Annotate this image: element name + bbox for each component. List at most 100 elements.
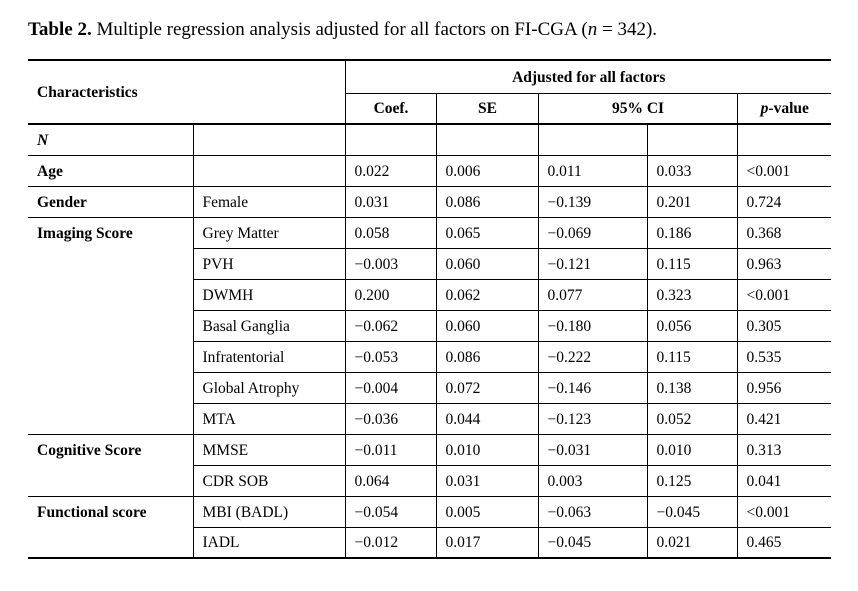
- table-caption-n: n: [587, 19, 598, 40]
- table-caption-text-end: = 342).: [597, 19, 658, 40]
- cell-coef: −0.012: [344, 526, 437, 559]
- cell-pvalue: 0.421: [736, 402, 832, 435]
- cell-label: [192, 123, 346, 156]
- table-caption-number: Table 2.: [28, 19, 92, 40]
- cell-ci-low: −0.063: [537, 495, 648, 528]
- cell-pvalue: <0.001: [736, 278, 832, 311]
- cell-ci-high: 0.010: [646, 433, 738, 466]
- cell-coef: −0.004: [344, 371, 437, 404]
- cell-pvalue: 0.041: [736, 464, 832, 497]
- cell-coef: 0.022: [344, 154, 437, 187]
- cell-coef: −0.054: [344, 495, 437, 528]
- table-row-gender-female: Gender Female 0.031 0.086 −0.139 0.201 0…: [28, 185, 832, 218]
- header-row-stats: Coef. SE 95% CI p-value: [28, 92, 832, 125]
- cell-pvalue: 0.313: [736, 433, 832, 466]
- cell-label: Global Atrophy: [192, 371, 346, 404]
- cell-label: IADL: [192, 526, 346, 559]
- cell-label: CDR SOB: [192, 464, 346, 497]
- table-caption: Table 2. Multiple regression analysis ad…: [28, 18, 830, 42]
- cell-ci-low: −0.121: [537, 247, 648, 280]
- cell-category: Gender: [28, 185, 194, 218]
- cell-coef: −0.062: [344, 309, 437, 342]
- cell-ci-low: −0.045: [537, 526, 648, 559]
- cell-se: 0.060: [435, 309, 539, 342]
- cell-ci-low: [537, 123, 648, 156]
- col-header-characteristics: Characteristics: [28, 59, 346, 125]
- cell-se: 0.072: [435, 371, 539, 404]
- cell-ci-high: 0.323: [646, 278, 738, 311]
- cell-category-imaging-score: Imaging Score: [28, 216, 194, 435]
- cell-coef: −0.011: [344, 433, 437, 466]
- table-row-pvh: PVH −0.003 0.060 −0.121 0.115 0.963: [28, 247, 832, 280]
- cell-pvalue: 0.305: [736, 309, 832, 342]
- col-header-coef: Coef.: [344, 92, 437, 125]
- cell-ci-high: −0.045: [646, 495, 738, 528]
- table-row-mmse: Cognitive Score MMSE −0.011 0.010 −0.031…: [28, 433, 832, 497]
- cell-ci-low: 0.003: [537, 464, 648, 497]
- header-row-group: Characteristics Adjusted for all factors: [28, 59, 832, 125]
- col-header-pvalue-suffix: -value: [768, 100, 809, 118]
- cell-coef: 0.058: [344, 216, 437, 249]
- cell-pvalue: 0.465: [736, 526, 832, 559]
- cell-ci-high: 0.125: [646, 464, 738, 497]
- cell-ci-low: −0.139: [537, 185, 648, 218]
- table-row-dwmh: DWMH 0.200 0.062 0.077 0.323 <0.001: [28, 278, 832, 311]
- cell-se: 0.044: [435, 402, 539, 435]
- cell-pvalue: <0.001: [736, 154, 832, 187]
- col-header-pvalue-p: p: [760, 100, 769, 118]
- cell-label: MMSE: [192, 433, 346, 466]
- cell-ci-high: 0.138: [646, 371, 738, 404]
- cell-se: 0.086: [435, 340, 539, 373]
- table-row-mta: MTA −0.036 0.044 −0.123 0.052 0.421: [28, 402, 832, 435]
- cell-se: 0.060: [435, 247, 539, 280]
- table-row-n: N: [28, 123, 832, 156]
- cell-label: Basal Ganglia: [192, 309, 346, 342]
- cell-ci-high: 0.201: [646, 185, 738, 218]
- cell-pvalue: 0.963: [736, 247, 832, 280]
- cell-ci-low: −0.069: [537, 216, 648, 249]
- cell-label: MBI (BADL): [192, 495, 346, 528]
- cell-ci-high: 0.021: [646, 526, 738, 559]
- cell-pvalue: [736, 123, 832, 156]
- table-row-global-atrophy: Global Atrophy −0.004 0.072 −0.146 0.138…: [28, 371, 832, 404]
- cell-ci-low: −0.180: [537, 309, 648, 342]
- cell-se: 0.062: [435, 278, 539, 311]
- col-header-se: SE: [435, 92, 539, 125]
- cell-label: Female: [192, 185, 346, 218]
- cell-ci-low: −0.123: [537, 402, 648, 435]
- cell-label: Infratentorial: [192, 340, 346, 373]
- cell-coef: −0.003: [344, 247, 437, 280]
- cell-se: 0.017: [435, 526, 539, 559]
- cell-label: PVH: [192, 247, 346, 280]
- cell-coef: 0.064: [344, 464, 437, 497]
- cell-ci-low: 0.077: [537, 278, 648, 311]
- cell-se: 0.086: [435, 185, 539, 218]
- cell-ci-high: 0.186: [646, 216, 738, 249]
- cell-coef: [344, 123, 437, 156]
- cell-ci-low: 0.011: [537, 154, 648, 187]
- cell-label: DWMH: [192, 278, 346, 311]
- cell-ci-high: 0.033: [646, 154, 738, 187]
- cell-label: MTA: [192, 402, 346, 435]
- table-row-basal-ganglia: Basal Ganglia −0.062 0.060 −0.180 0.056 …: [28, 309, 832, 342]
- cell-label: Grey Matter: [192, 216, 346, 249]
- table-row-grey-matter: Imaging Score Grey Matter 0.058 0.065 −0…: [28, 216, 832, 435]
- table-row-iadl: IADL −0.012 0.017 −0.045 0.021 0.465: [28, 526, 832, 559]
- cell-ci-high: 0.115: [646, 247, 738, 280]
- cell-coef: 0.031: [344, 185, 437, 218]
- cell-category: Age: [28, 154, 194, 187]
- cell-pvalue: 0.535: [736, 340, 832, 373]
- cell-category: N: [28, 123, 194, 156]
- cell-coef: −0.036: [344, 402, 437, 435]
- col-header-adjusted-for-all-factors: Adjusted for all factors: [344, 59, 832, 94]
- cell-coef: −0.053: [344, 340, 437, 373]
- cell-se: 0.010: [435, 433, 539, 466]
- cell-pvalue: 0.724: [736, 185, 832, 218]
- cell-ci-low: −0.222: [537, 340, 648, 373]
- cell-se: 0.006: [435, 154, 539, 187]
- cell-ci-high: 0.052: [646, 402, 738, 435]
- table-row-mbi-badl: Functional score MBI (BADL) −0.054 0.005…: [28, 495, 832, 559]
- col-header-95ci: 95% CI: [537, 92, 738, 125]
- cell-ci-low: −0.031: [537, 433, 648, 466]
